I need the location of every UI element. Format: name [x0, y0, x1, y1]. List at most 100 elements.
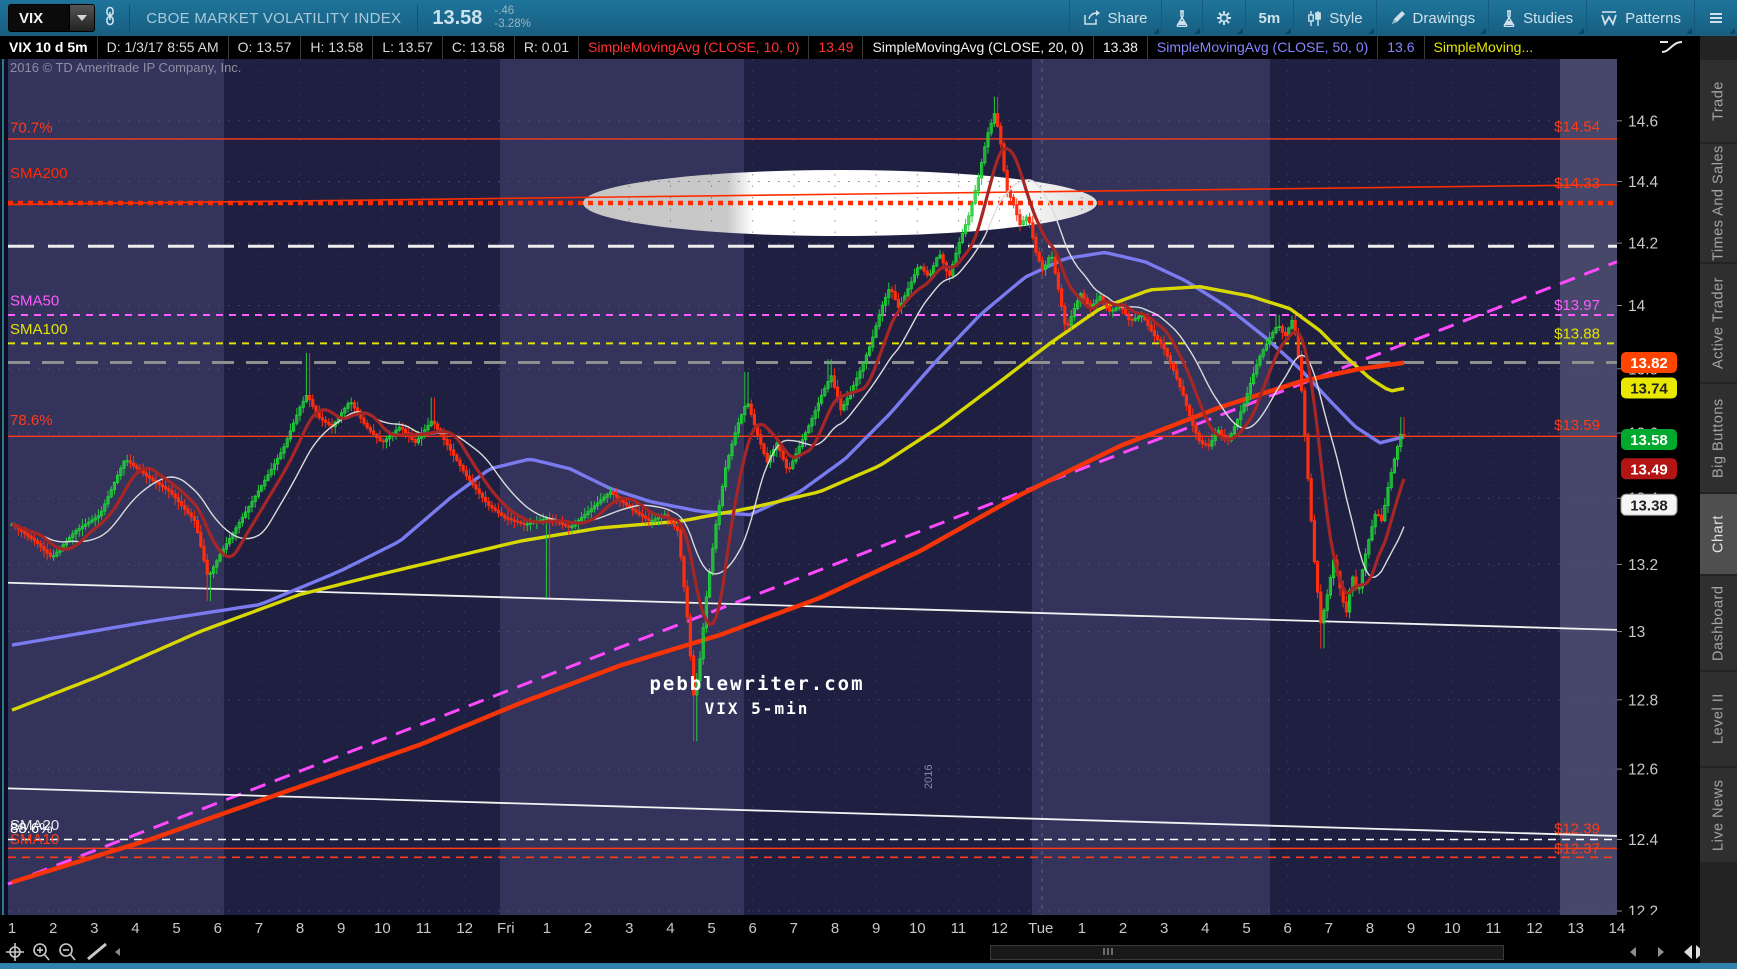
- symbol-dropdown-button[interactable]: [69, 5, 95, 31]
- time-axis-label: 11: [950, 920, 967, 937]
- flask-button[interactable]: [1160, 0, 1202, 36]
- level-label-left: 88.6%: [10, 820, 53, 837]
- patterns-button[interactable]: Patterns: [1586, 0, 1694, 36]
- button-label: Share: [1107, 9, 1148, 27]
- ma-line-sma10[interactable]: [11, 147, 1406, 627]
- time-axis-label: 8: [830, 920, 840, 937]
- time-axis-label: 6: [748, 920, 757, 937]
- scroll-right-icon[interactable]: [1658, 947, 1664, 957]
- bottom-accent-strip: [0, 963, 1737, 969]
- ohlc-segment: R: 0.01: [513, 36, 578, 59]
- chevron-down-icon: [77, 15, 88, 21]
- price-axis-tick: 12.6: [1628, 762, 1658, 779]
- zoom-in-icon[interactable]: [33, 943, 50, 961]
- sidebar-tab-level-ii[interactable]: Level II: [1700, 672, 1737, 766]
- time-axis-label: 9: [337, 920, 346, 937]
- time-axis-label: 7: [1324, 920, 1333, 937]
- sidebar-tab-dashboard[interactable]: Dashboard: [1700, 576, 1737, 670]
- button-label: Drawings: [1412, 9, 1476, 27]
- price-axis-tick: 14.6: [1628, 113, 1658, 130]
- drawings-button[interactable]: Drawings: [1375, 0, 1489, 36]
- scroll-left-icon[interactable]: [1630, 947, 1636, 957]
- last-price: 13.58: [432, 6, 483, 29]
- sidebar-tab-big-buttons[interactable]: Big Buttons: [1700, 384, 1737, 492]
- time-axis: 1 2 3 4 5 6 7 8 9 10 11 12 Fri 1 2 3 4 5 6 7 8 9 10 11 12 Tue 1 2 3 4…: [0, 915, 1700, 941]
- toolbar-buttons: Share 5m Style Drawings Studies Patterns: [1069, 0, 1737, 36]
- toolbar-separator: [129, 5, 131, 31]
- ma-line-sma200[interactable]: [11, 360, 1405, 885]
- time-axis-label: 5: [707, 920, 716, 937]
- scrollbar-grip[interactable]: [1103, 948, 1117, 955]
- menu-button[interactable]: [1694, 0, 1737, 36]
- chart-line-icon[interactable]: [1652, 38, 1696, 57]
- price-bubble-value: 13.82: [1630, 355, 1668, 372]
- trendline[interactable]: [7, 260, 1618, 886]
- share-button[interactable]: Share: [1069, 0, 1160, 36]
- sidebar-tab-trade[interactable]: Trade: [1700, 60, 1737, 142]
- ohlc-segment: VIX 10 d 5m: [9, 39, 88, 55]
- line-tool-icon[interactable]: [87, 942, 107, 961]
- price-axis[interactable]: [1617, 59, 1700, 915]
- trendline[interactable]: [7, 183, 1618, 206]
- chart-header-bar: VIX 10 d 5m D: 1/3/17 8:55 AM O: 13.57 H: 1…: [0, 36, 1700, 59]
- time-axis-label: 4: [1201, 920, 1210, 937]
- time-axis-label: 6: [1283, 920, 1292, 937]
- time-axis-label: 10: [374, 920, 391, 937]
- time-axis-label: 7: [789, 920, 799, 937]
- session-band: [1032, 59, 1270, 915]
- zoom-out-icon[interactable]: [59, 943, 76, 961]
- sidebar-tab-times-and-sales[interactable]: Times And Sales: [1700, 144, 1737, 262]
- sidebar-tab-chart[interactable]: Chart: [1700, 494, 1737, 574]
- ohlc-segment: L: 13.57: [372, 36, 442, 59]
- price-chart[interactable]: 2016 70.7% SMA200 SMA50 SMA100 78.6% SMA2088.6…: [0, 59, 1700, 915]
- gadget-sidebar: Trade Times And Sales Active Trader Big But…: [1700, 36, 1737, 963]
- time-axis-label: 8: [295, 920, 305, 937]
- symbol-description: CBOE MARKET VOLATILITY INDEX: [146, 9, 402, 27]
- gear-button[interactable]: [1201, 0, 1245, 36]
- link-icon[interactable]: [103, 6, 117, 31]
- change-percent: -3.28%: [494, 18, 531, 30]
- time-axis-label: 10: [1443, 920, 1461, 937]
- copyright-text: 2016 © TD Ameritrade IP Company, Inc.: [10, 60, 241, 75]
- time-axis-label: 12: [991, 920, 1008, 937]
- ma-line-sma50[interactable]: [11, 250, 1405, 647]
- time-axis-label: 10: [908, 920, 926, 937]
- time-axis-label: 8: [1365, 920, 1375, 937]
- pan-icon[interactable]: [6, 943, 24, 961]
- 5m-button[interactable]: 5m: [1244, 0, 1294, 36]
- collapse-left-icon[interactable]: [115, 948, 120, 956]
- flask-icon: [1502, 9, 1516, 27]
- ma-line-sma100[interactable]: [11, 285, 1405, 712]
- button-label: Style: [1329, 9, 1363, 27]
- ohlc-segment: 13.6: [1377, 36, 1423, 59]
- time-axis-label: 14: [1608, 920, 1626, 937]
- time-axis-label: 1: [7, 920, 17, 937]
- ohlc-segment: 13.49: [808, 36, 862, 59]
- time-axis-label: 4: [666, 920, 675, 937]
- time-axis-label: 1: [1077, 920, 1087, 937]
- time-axis-label: 11: [1485, 920, 1502, 937]
- style-button[interactable]: Style: [1293, 0, 1375, 36]
- watermark-line2: VIX 5-min: [705, 699, 810, 718]
- pencil-icon: [1390, 10, 1406, 26]
- ohlc-segment: C: 13.58: [441, 36, 514, 59]
- price-change: -.46 -3.28%: [494, 5, 540, 31]
- time-axis-label: 3: [1160, 920, 1169, 937]
- price-bubble: [1621, 351, 1677, 373]
- price-bubble: [1620, 493, 1678, 516]
- sidebar-tab-active-trader[interactable]: Active Trader: [1700, 264, 1737, 382]
- symbol-dropdown[interactable]: VIX: [8, 4, 96, 32]
- button-label: Studies: [1523, 9, 1574, 27]
- studies-button[interactable]: Studies: [1488, 0, 1586, 36]
- price-axis-tick: 12.2: [1628, 904, 1658, 915]
- gear-icon: [1216, 10, 1232, 26]
- price-axis-tick: 13: [1628, 624, 1645, 641]
- price-axis-tick: 13.2: [1628, 557, 1658, 574]
- time-axis-label: 9: [1406, 920, 1416, 937]
- sidebar-tab-live-news[interactable]: Live News: [1700, 768, 1737, 862]
- price-bubble: [1621, 458, 1677, 480]
- session-band: [224, 59, 500, 915]
- horizontal-scrollbar[interactable]: [990, 945, 1504, 960]
- trendline[interactable]: [7, 581, 1618, 631]
- price-bubble-value: 13.58: [1630, 432, 1668, 449]
